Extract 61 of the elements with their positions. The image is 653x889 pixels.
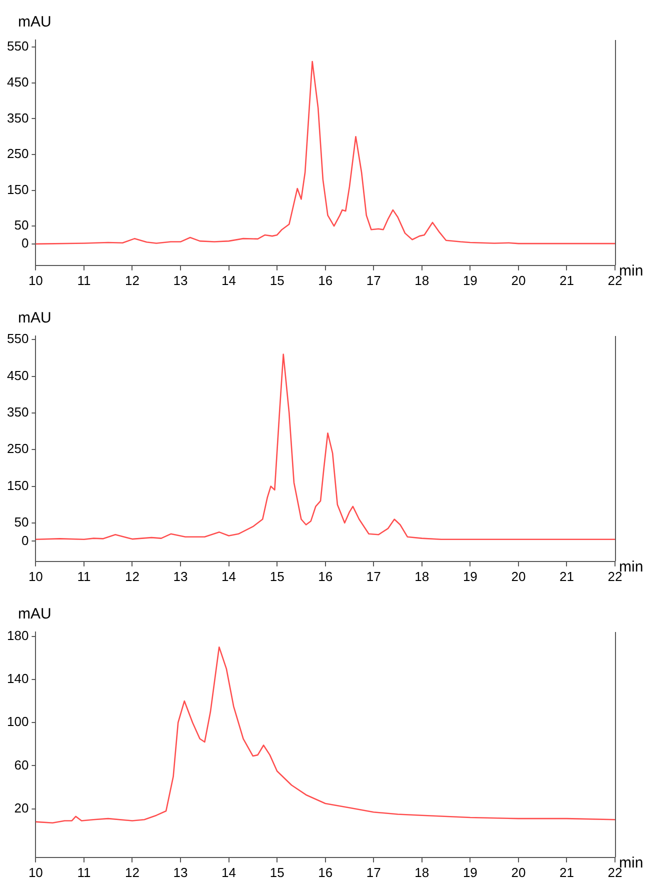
y-tick-label: 550: [6, 331, 29, 346]
x-tick-label: 13: [173, 864, 188, 880]
x-tick-label: 18: [414, 568, 430, 584]
y-tick-label: 50: [14, 514, 29, 530]
x-tick-label: 19: [462, 864, 478, 880]
y-tick-label: 150: [6, 478, 29, 493]
x-tick-label: 15: [270, 272, 284, 288]
y-tick-label: 350: [6, 110, 29, 126]
x-tick-label: 16: [318, 272, 333, 288]
x-tick-label: 21: [559, 568, 574, 584]
x-tick-label: 20: [511, 864, 526, 880]
x-tick-label: 11: [77, 272, 91, 288]
x-tick-label: 18: [414, 272, 430, 288]
x-tick-label: 11: [77, 568, 91, 584]
y-tick-label: 150: [6, 182, 29, 197]
y-tick-label: 140: [6, 671, 29, 686]
x-tick-label: 22: [608, 864, 622, 880]
x-tick-label: 17: [366, 568, 381, 584]
y-tick-label: 20: [14, 800, 29, 816]
x-tick-label: 18: [414, 864, 430, 880]
y-axis-title: mAU: [18, 14, 52, 31]
x-tick-label: 14: [222, 568, 236, 584]
x-tick-label: 17: [366, 272, 381, 288]
y-tick-label: 60: [14, 757, 29, 772]
y-tick-label: 550: [6, 38, 29, 54]
y-axis-title: mAU: [18, 606, 52, 623]
x-tick-label: 20: [511, 568, 526, 584]
x-tick-label: 22: [608, 568, 622, 584]
x-tick-label: 10: [28, 568, 43, 584]
x-tick-label: 20: [511, 272, 526, 288]
x-tick-label: 15: [270, 568, 284, 584]
x-tick-label: 10: [28, 272, 43, 288]
x-tick-label: 17: [366, 864, 381, 880]
y-tick-label: 250: [6, 146, 29, 162]
x-tick-label: 16: [318, 864, 333, 880]
y-tick-label: 180: [6, 628, 29, 643]
x-tick-label: 10: [28, 864, 43, 880]
x-tick-label: 14: [222, 864, 236, 880]
x-tick-label: 14: [222, 272, 236, 288]
y-tick-label: 350: [6, 404, 29, 420]
y-tick-label: 100: [6, 714, 29, 730]
y-tick-label: 450: [6, 74, 29, 90]
x-tick-label: 19: [462, 272, 478, 288]
x-tick-label: 11: [77, 864, 91, 880]
y-tick-label: 250: [6, 441, 29, 456]
x-tick-label: 13: [173, 272, 188, 288]
x-tick-label: 16: [318, 568, 333, 584]
x-tick-label: 12: [125, 272, 140, 288]
x-tick-label: 21: [559, 272, 574, 288]
y-tick-label: 0: [21, 532, 29, 548]
y-axis-title: mAU: [18, 310, 52, 327]
y-tick-label: 450: [6, 368, 29, 383]
x-tick-label: 15: [270, 864, 284, 880]
x-tick-label: 12: [125, 864, 140, 880]
x-tick-label: 22: [608, 272, 622, 288]
y-tick-label: 0: [21, 236, 29, 251]
x-tick-label: 13: [173, 568, 188, 584]
x-tick-label: 12: [125, 568, 140, 584]
y-tick-label: 50: [14, 218, 29, 233]
x-tick-label: 19: [462, 568, 478, 584]
x-tick-label: 21: [559, 864, 574, 880]
